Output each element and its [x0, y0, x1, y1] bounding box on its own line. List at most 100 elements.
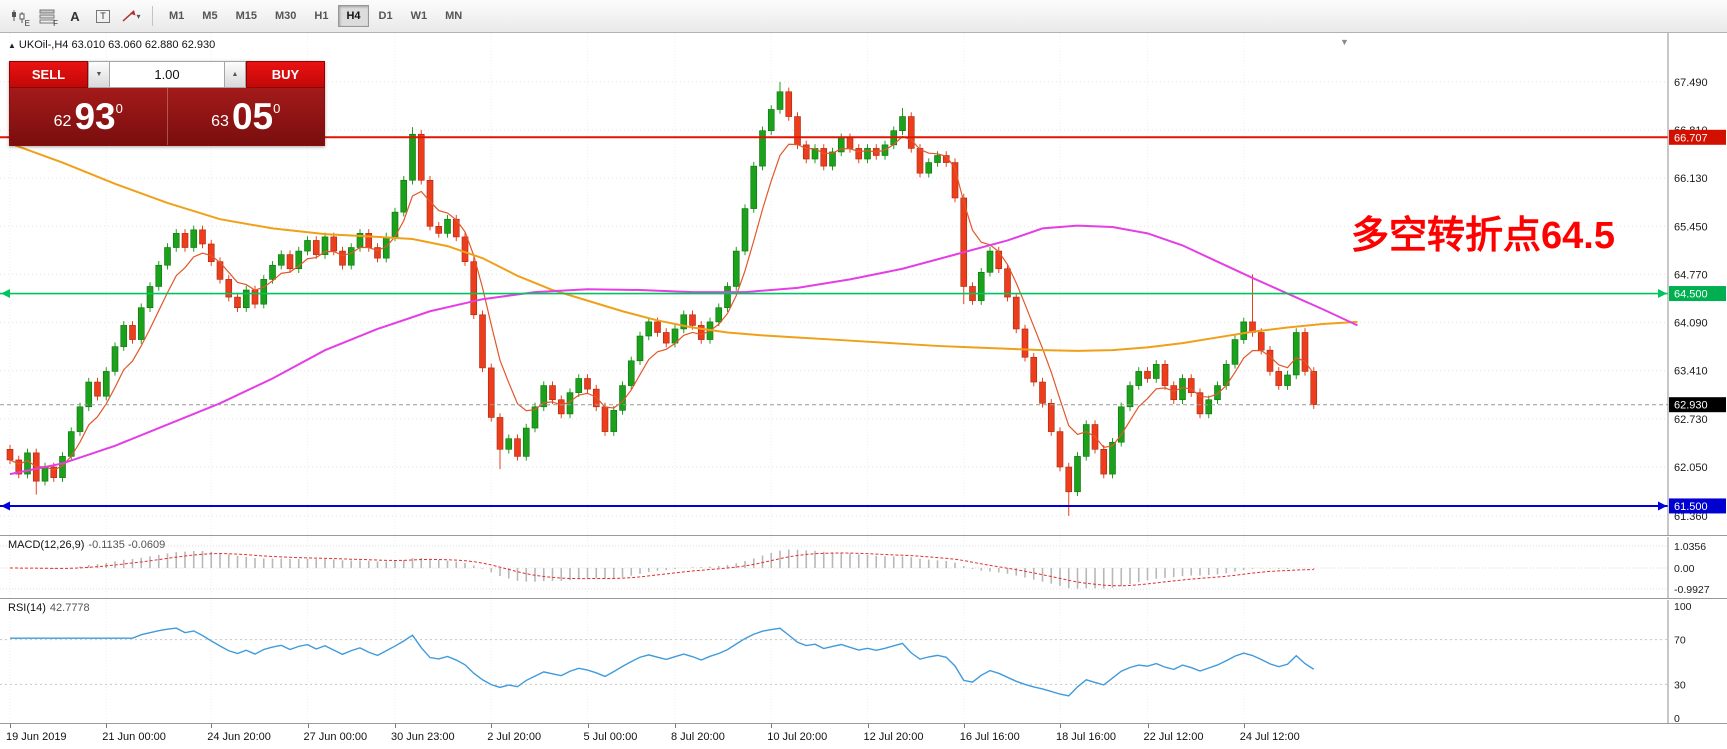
time-tick [587, 724, 589, 728]
candle [1257, 332, 1265, 351]
volume-increase-button[interactable]: ▲ [224, 61, 246, 88]
price-axis-label: 65.450 [1674, 221, 1708, 233]
candle [347, 247, 355, 266]
candlestick-chart[interactable]: 67.49066.81066.13065.45064.77064.09063.4… [0, 33, 1727, 535]
candle [645, 321, 653, 337]
candle [102, 371, 110, 397]
macd-axis-label: -0.9927 [1674, 584, 1710, 596]
chart-annotation[interactable]: 多空转折点64.5 [1351, 215, 1615, 257]
price-axis-label: 64.090 [1674, 318, 1708, 330]
timeframe-button-h4[interactable]: H4 [338, 5, 369, 27]
time-tick [1243, 724, 1245, 728]
macd-values: -0.1135 -0.0609 [88, 539, 166, 551]
candle [1240, 321, 1248, 340]
timeframe-button-m5[interactable]: M5 [194, 5, 225, 27]
candle [1196, 392, 1204, 415]
rsi-indicator-chart[interactable]: 100 70 30 0 [0, 600, 1727, 724]
time-tick [491, 724, 493, 728]
candle [1187, 378, 1195, 393]
buy-button[interactable]: BUY [246, 61, 325, 88]
rsi-name: RSI(14) [8, 602, 46, 614]
candle [846, 137, 854, 149]
text-box-icon-button[interactable]: T [90, 4, 116, 29]
candle [295, 250, 303, 270]
candle [1065, 466, 1073, 493]
candle [514, 438, 521, 457]
sell-price-prefix: 62 [53, 112, 72, 130]
candle [986, 250, 994, 273]
time-tick [395, 724, 396, 728]
candle [146, 286, 154, 309]
time-tick [675, 724, 676, 728]
time-tick [307, 724, 309, 728]
sell-price-display[interactable]: 62 93 0 [10, 88, 168, 145]
volume-input[interactable] [110, 61, 224, 88]
time-tick [1060, 724, 1061, 728]
rsi-axis-label: 100 [1674, 601, 1692, 613]
candle [94, 381, 101, 397]
candle [697, 325, 705, 340]
volume-decrease-button[interactable]: ▼ [88, 61, 110, 88]
candle [339, 250, 346, 266]
chart-title: ▲ UKOil-,H4 63.010 63.060 62.880 62.930 [8, 39, 215, 51]
toolbar-separator [152, 6, 153, 26]
chart-scroll-marker-icon[interactable]: ▼ [1340, 37, 1349, 47]
candle [829, 151, 836, 167]
candle [1082, 424, 1090, 457]
time-axis-label: 27 Jun 00:00 [303, 731, 368, 743]
top-toolbar: E F A T ▾ M1 M5 M15 M30 H1 H4 D1 W1 MN [0, 0, 1727, 33]
rsi-indicator-label: RSI(14) 42.7778 [8, 602, 90, 614]
time-axis-label: 19 Jun 2019 [6, 731, 67, 743]
timeframe-button-h1[interactable]: H1 [306, 5, 336, 27]
text-label-icon-button[interactable]: A [62, 4, 88, 29]
time-axis[interactable]: 19 Jun 2019 21 Jun 00:00 24 Jun 20:00 27 Ju… [0, 723, 1727, 749]
candle [207, 243, 215, 262]
candle [76, 406, 84, 432]
price-axis-label: 67.490 [1674, 77, 1708, 89]
candle [277, 254, 285, 266]
buy-price-display[interactable]: 63 05 0 [168, 88, 325, 145]
candle [1292, 332, 1300, 376]
macd-indicator-chart[interactable]: 1.0356 0.00 -0.9927 [0, 537, 1727, 599]
candle [1214, 385, 1221, 401]
timeframe-button-d1[interactable]: D1 [371, 5, 401, 27]
timeframe-button-m30[interactable]: M30 [267, 5, 304, 27]
buy-price-prefix: 63 [211, 112, 229, 130]
macd-axis-label: 1.0356 [1674, 541, 1706, 553]
collapse-triangle-icon[interactable]: ▲ [8, 41, 16, 50]
candle [802, 144, 810, 160]
candle [155, 264, 163, 287]
candle [934, 155, 941, 163]
candle [750, 165, 758, 209]
rsi-axis-label: 70 [1674, 635, 1686, 647]
candle [1266, 349, 1274, 372]
candle [689, 314, 696, 326]
candle [1012, 296, 1020, 330]
timeframe-button-m1[interactable]: M1 [161, 5, 192, 27]
time-axis-label: 5 Jul 00:00 [583, 731, 638, 743]
sell-button[interactable]: SELL [9, 61, 88, 88]
chart-candles-icon-button[interactable]: E [6, 4, 32, 29]
timeframe-button-mn[interactable]: MN [437, 5, 470, 27]
rsi-axis-label: 0 [1674, 713, 1680, 724]
time-axis-label: 18 Jul 16:00 [1056, 731, 1116, 743]
price-axis-label: 62.050 [1674, 462, 1708, 474]
candle [584, 378, 591, 390]
price-axis-label: 63.410 [1674, 366, 1708, 378]
timeframe-button-w1[interactable]: W1 [403, 5, 436, 27]
candle [400, 179, 408, 213]
timeframe-button-m15[interactable]: M15 [228, 5, 265, 27]
candle [286, 254, 294, 270]
time-tick [211, 724, 213, 728]
price-badge [1669, 286, 1726, 302]
price-axis-label: 61.360 [1674, 511, 1708, 523]
candle [181, 233, 189, 248]
candle [907, 116, 915, 149]
chart-templates-icon-button[interactable]: F [34, 4, 60, 29]
one-click-trading-widget: SELL ▼ ▲ BUY 62 93 0 63 05 0 [9, 61, 325, 146]
candle [1161, 364, 1169, 386]
candle [1144, 371, 1151, 379]
candle [1109, 441, 1116, 475]
candle [409, 133, 416, 181]
draw-arrow-icon-button[interactable]: ▾ [118, 4, 144, 29]
